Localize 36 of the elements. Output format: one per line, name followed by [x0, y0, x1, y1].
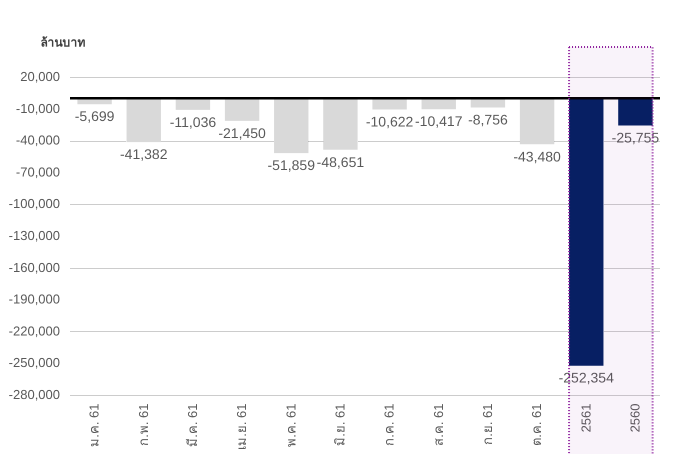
x-tick-label: ก.พ. 61 — [136, 404, 151, 446]
x-tick-label: 2561 — [578, 404, 594, 432]
data-label: -10,417 — [415, 113, 463, 130]
x-tick-label: ต.ค. 61 — [529, 404, 544, 446]
x-tick-label: ส.ค. 61 — [430, 404, 446, 446]
data-label: -48,651 — [316, 154, 364, 170]
y-tick-label: -220,000 — [8, 323, 60, 338]
x-tick-label: ม.ค. 61 — [86, 404, 102, 447]
y-tick-label: -250,000 — [8, 355, 60, 370]
data-label: -8,756 — [468, 111, 508, 128]
y-axis-title: ล้านบาท — [40, 36, 86, 50]
x-tick-label: ก.ค. 61 — [382, 404, 397, 446]
y-tick-label: -280,000 — [8, 387, 60, 402]
y-tick-label: 20,000 — [20, 69, 60, 84]
data-label: -25,755 — [612, 130, 660, 146]
data-label: -41,382 — [120, 146, 168, 162]
y-tick-label: -40,000 — [16, 132, 60, 148]
data-label: -43,480 — [513, 148, 562, 164]
y-tick-label: -190,000 — [8, 292, 60, 307]
data-label: -10,622 — [366, 113, 414, 130]
data-label: -21,450 — [218, 124, 266, 141]
y-tick-label: -100,000 — [8, 196, 60, 212]
x-tick-label: มิ.ย. 61 — [332, 404, 348, 446]
x-tick-label: มี.ค. 61 — [184, 404, 200, 447]
data-label: -252,354 — [558, 370, 614, 386]
data-label: -5,699 — [74, 108, 115, 124]
y-tick-label: -10,000 — [16, 100, 60, 116]
y-tick-label: -130,000 — [8, 228, 60, 243]
y-tick-label: -70,000 — [16, 164, 60, 180]
data-label: -51,859 — [268, 157, 316, 174]
x-tick-label: ก.ย. 61 — [480, 404, 495, 445]
x-tick-label: เม.ย. 61 — [234, 404, 250, 450]
y-tick-label: -160,000 — [8, 260, 60, 275]
x-tick-label: พ.ค. 61 — [283, 404, 298, 447]
data-label: -11,036 — [170, 114, 216, 130]
x-tick-label: 2560 — [627, 404, 642, 432]
